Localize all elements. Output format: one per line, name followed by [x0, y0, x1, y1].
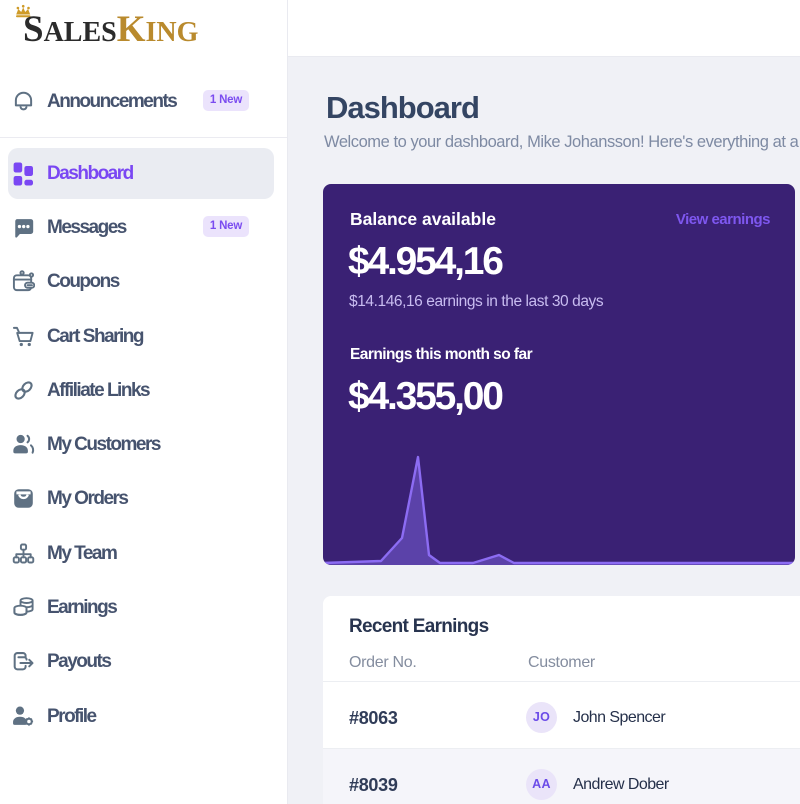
svg-text:SALESKING: SALESKING	[23, 9, 199, 48]
